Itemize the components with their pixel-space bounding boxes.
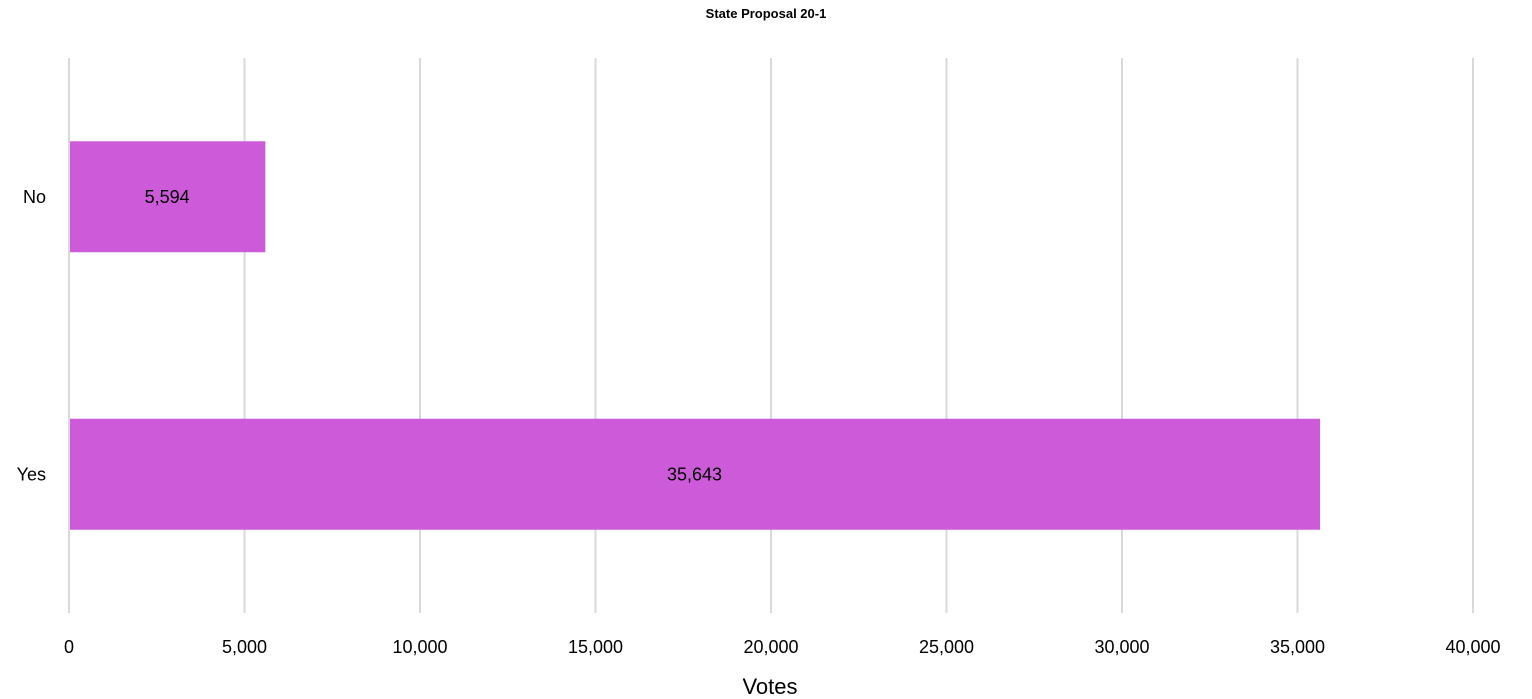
bars — [70, 141, 1321, 530]
x-tick-labels: 0 5,000 10,000 15,000 20,000 25,000 30,000 35,0… — [64, 637, 1501, 657]
x-tick-label-25-000: 25,000 — [919, 637, 974, 657]
value-label-no: 5,594 — [145, 187, 190, 207]
x-tick-label-30-000: 30,000 — [1094, 637, 1149, 657]
chart-title: State Proposal 20-1 — [706, 6, 827, 21]
category-label-no: No — [23, 187, 46, 207]
x-axis-label: Votes — [742, 674, 797, 699]
x-tick-label-5-000: 5,000 — [222, 637, 267, 657]
x-tick-label-10-000: 10,000 — [392, 637, 447, 657]
value-label-yes: 35,643 — [667, 464, 722, 484]
bar-yes — [70, 418, 1321, 530]
category-labels: No Yes — [17, 187, 46, 485]
value-labels: 5,594 35,643 — [145, 187, 722, 485]
x-tick-label-20-000: 20,000 — [743, 637, 798, 657]
bar-no — [70, 141, 266, 253]
x-tick-label-15-000: 15,000 — [568, 637, 623, 657]
x-tick-label-40-000: 40,000 — [1445, 637, 1500, 657]
x-tick-label-35-000: 35,000 — [1270, 637, 1325, 657]
x-tick-label-0: 0 — [64, 637, 74, 657]
category-label-yes: Yes — [17, 464, 46, 484]
